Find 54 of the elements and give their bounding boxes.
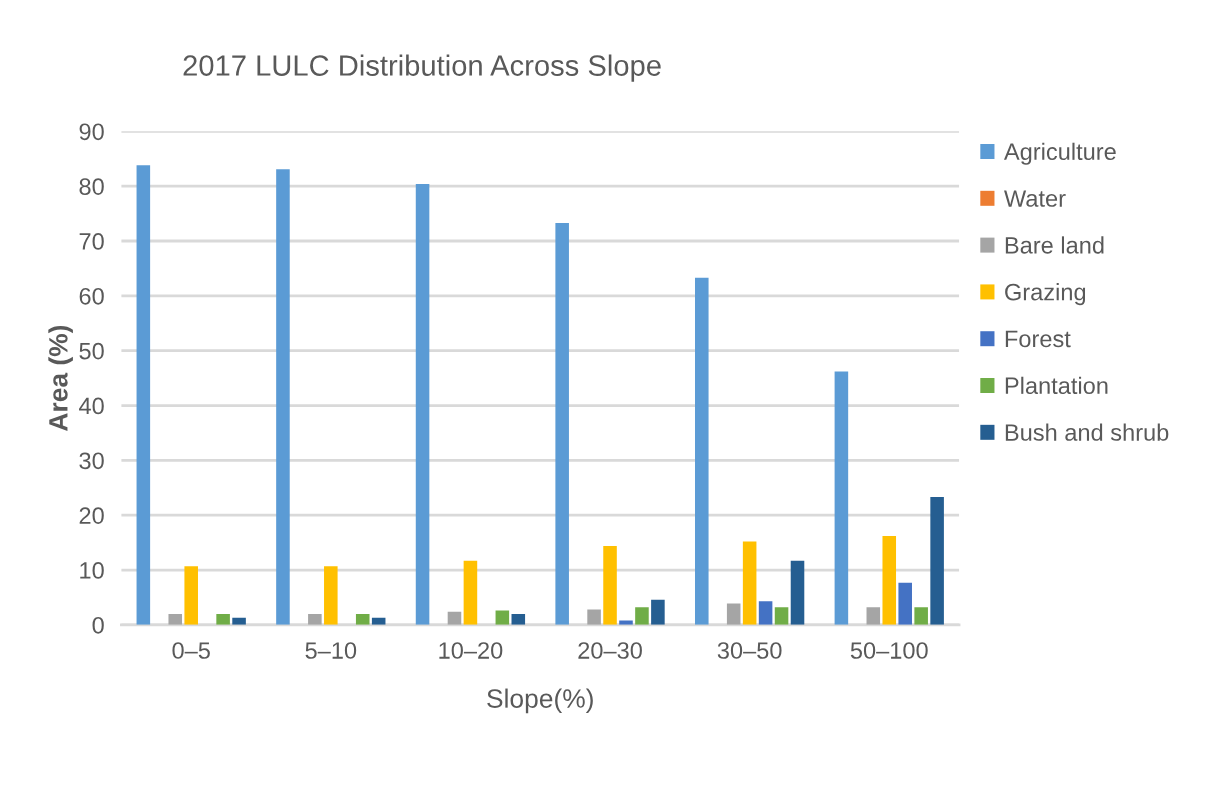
- legend-label: Grazing: [1005, 283, 1086, 306]
- bar: [758, 601, 773, 625]
- x-tick-label: 5–10: [305, 642, 357, 659]
- bar: [216, 613, 230, 625]
- bar: [898, 582, 912, 625]
- bar: [136, 165, 151, 625]
- x-tick-label: 10–20: [439, 642, 503, 659]
- bar: [695, 277, 709, 625]
- x-tick-label: 20–30: [578, 642, 642, 659]
- x-axis-title: Slope(%): [487, 688, 593, 714]
- legend-label: Agriculture: [1003, 142, 1116, 165]
- x-tick-label: 50–100: [850, 642, 928, 659]
- bar: [834, 371, 849, 625]
- y-tick-label: 20: [79, 507, 104, 524]
- bar: [651, 599, 665, 625]
- y-tick-label: 60: [79, 287, 104, 305]
- bar: [619, 620, 633, 625]
- bar: [882, 536, 897, 625]
- x-tick-label: 30–50: [717, 642, 782, 659]
- y-tick-label: 80: [79, 178, 104, 195]
- bar: [308, 613, 322, 625]
- bar: [415, 183, 430, 625]
- y-tick-label: 0: [92, 616, 104, 634]
- bar: [742, 541, 757, 625]
- y-tick-label: 30: [79, 452, 104, 470]
- y-tick-label: 50: [79, 342, 104, 360]
- bar: [603, 545, 617, 625]
- y-tick-label: 10: [80, 562, 104, 579]
- bar: [324, 566, 338, 625]
- bar: [774, 607, 789, 625]
- bar: [555, 222, 569, 625]
- legend-label: Plantation: [1005, 376, 1108, 395]
- bar: [866, 607, 881, 625]
- legend-label: Water: [1004, 190, 1066, 207]
- y-tick-label: 90: [79, 123, 104, 141]
- chart-title: 2017 LULC Distribution Across Slope: [183, 54, 661, 82]
- bar: [355, 613, 370, 625]
- bar: [790, 560, 805, 625]
- bar: [587, 609, 601, 625]
- x-tick-label: 0–5: [172, 642, 210, 659]
- y-axis-title: Area (%): [48, 325, 73, 431]
- bar: [635, 607, 649, 625]
- y-tick-label: 40: [79, 397, 104, 415]
- bar: [184, 566, 198, 625]
- bar: [726, 603, 741, 625]
- bar: [463, 560, 478, 625]
- legend-label: Forest: [1005, 330, 1071, 348]
- y-tick-label: 70: [79, 233, 104, 250]
- legend-label: Bare land: [1005, 236, 1104, 254]
- bar: [168, 613, 183, 625]
- bar: [276, 169, 290, 625]
- bar: [930, 497, 944, 625]
- bar: [914, 607, 928, 625]
- legend-label: Bush and shrub: [1005, 423, 1169, 441]
